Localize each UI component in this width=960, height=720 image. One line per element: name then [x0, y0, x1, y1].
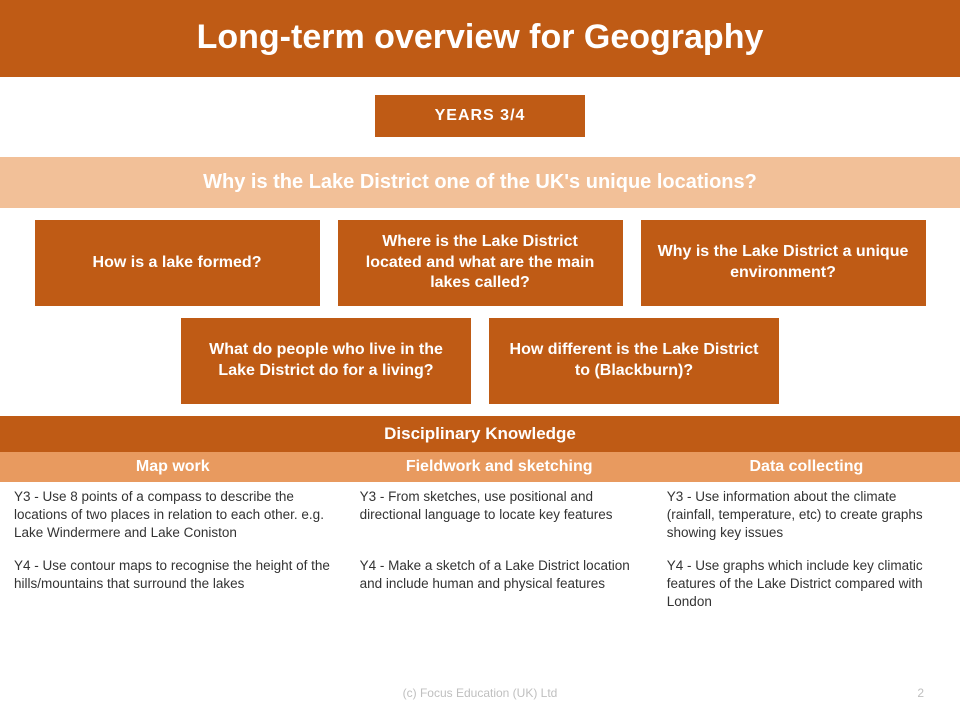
table-cell: Y4 - Use contour maps to recognise the h… — [0, 551, 346, 620]
title-bar: Long-term overview for Geography — [0, 0, 960, 77]
table-cell: Y3 - Use 8 points of a compass to descri… — [0, 482, 346, 551]
table-cell: Y3 - From sketches, use positional and d… — [346, 482, 653, 551]
years-badge: YEARS 3/4 — [375, 95, 585, 137]
column-header: Fieldwork and sketching — [346, 452, 653, 482]
page-title: Long-term overview for Geography — [0, 18, 960, 57]
question-card: Why is the Lake District a unique enviro… — [641, 220, 926, 306]
table-row: Y4 - Use contour maps to recognise the h… — [0, 551, 960, 620]
column-header: Data collecting — [653, 452, 960, 482]
footer-page-number: 2 — [917, 686, 924, 700]
cards-row-1: How is a lake formed? Where is the Lake … — [24, 220, 936, 306]
table-header-row: Map work Fieldwork and sketching Data co… — [0, 452, 960, 482]
table-cell: Y4 - Use graphs which include key climat… — [653, 551, 960, 620]
main-question-bar: Why is the Lake District one of the UK's… — [0, 157, 960, 208]
disciplinary-knowledge-header: Disciplinary Knowledge — [0, 416, 960, 452]
footer-copyright: (c) Focus Education (UK) Ltd — [403, 686, 558, 700]
question-card: Where is the Lake District located and w… — [338, 220, 623, 306]
table-cell: Y4 - Make a sketch of a Lake District lo… — [346, 551, 653, 620]
cards-row-2: What do people who live in the Lake Dist… — [24, 318, 936, 404]
footer: (c) Focus Education (UK) Ltd 2 — [0, 686, 960, 706]
disciplinary-knowledge-table: Map work Fieldwork and sketching Data co… — [0, 452, 960, 619]
question-card: What do people who live in the Lake Dist… — [181, 318, 471, 404]
table-row: Y3 - Use 8 points of a compass to descri… — [0, 482, 960, 551]
question-cards-area: How is a lake formed? Where is the Lake … — [0, 208, 960, 404]
column-header: Map work — [0, 452, 346, 482]
question-card: How different is the Lake District to (B… — [489, 318, 779, 404]
table-cell: Y3 - Use information about the climate (… — [653, 482, 960, 551]
question-card: How is a lake formed? — [35, 220, 320, 306]
